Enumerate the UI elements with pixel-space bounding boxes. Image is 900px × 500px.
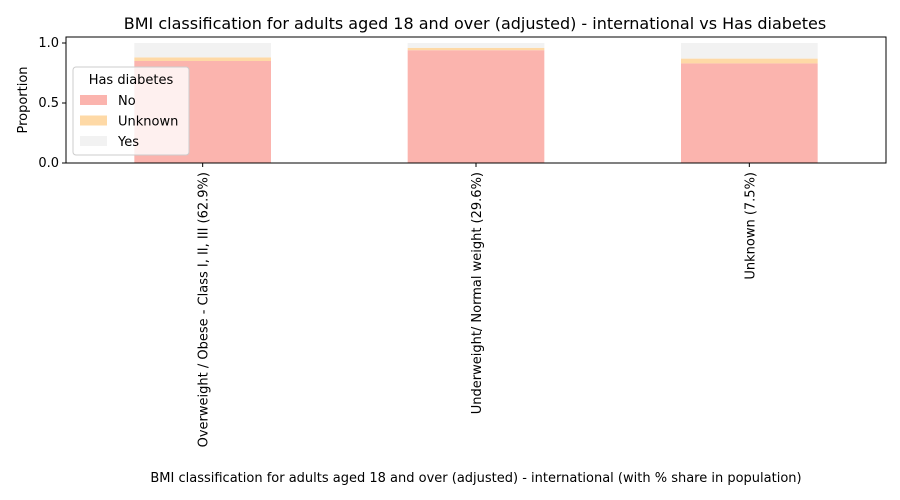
legend-swatch-yes bbox=[80, 136, 107, 146]
x-axis: Overweight / Obese - Class I, II, III (6… bbox=[197, 163, 758, 447]
x-tick-label: Unknown (7.5%) bbox=[743, 172, 758, 280]
bar-segment-yes-1 bbox=[134, 43, 271, 58]
chart-title: BMI classification for adults aged 18 an… bbox=[124, 14, 826, 33]
bar-segment-no-2 bbox=[407, 50, 545, 164]
y-tick-label: 0.0 bbox=[38, 156, 59, 171]
legend-label-unknown: Unknown bbox=[118, 115, 178, 130]
x-tick-label: Overweight / Obese - Class I, II, III (6… bbox=[197, 172, 212, 447]
legend: Has diabetes No Unknown Yes bbox=[72, 66, 190, 156]
x-tick-label: Underweight/ Normal weight (29.6%) bbox=[470, 172, 485, 414]
bars-layer bbox=[134, 43, 818, 164]
y-axis: 0.0 0.5 1.0 bbox=[38, 36, 66, 171]
legend-box bbox=[72, 66, 190, 156]
legend-label-no: No bbox=[118, 94, 136, 109]
bar-segment-yes-2 bbox=[407, 43, 545, 48]
x-axis-label: BMI classification for adults aged 18 an… bbox=[150, 471, 801, 486]
bar-segment-unknown-3 bbox=[681, 58, 818, 64]
y-tick-label: 1.0 bbox=[38, 36, 59, 51]
legend-swatch-unknown bbox=[80, 115, 107, 126]
y-axis-label: Proportion bbox=[16, 66, 31, 133]
bar-segment-yes-3 bbox=[681, 43, 818, 59]
bar-segment-unknown-2 bbox=[407, 47, 545, 51]
legend-label-yes: Yes bbox=[117, 135, 139, 150]
bar-segment-no-3 bbox=[681, 63, 818, 163]
y-tick-label: 0.5 bbox=[38, 96, 59, 111]
legend-title: Has diabetes bbox=[89, 73, 174, 88]
bar-segment-unknown-1 bbox=[134, 57, 271, 61]
legend-swatch-no bbox=[80, 95, 107, 105]
